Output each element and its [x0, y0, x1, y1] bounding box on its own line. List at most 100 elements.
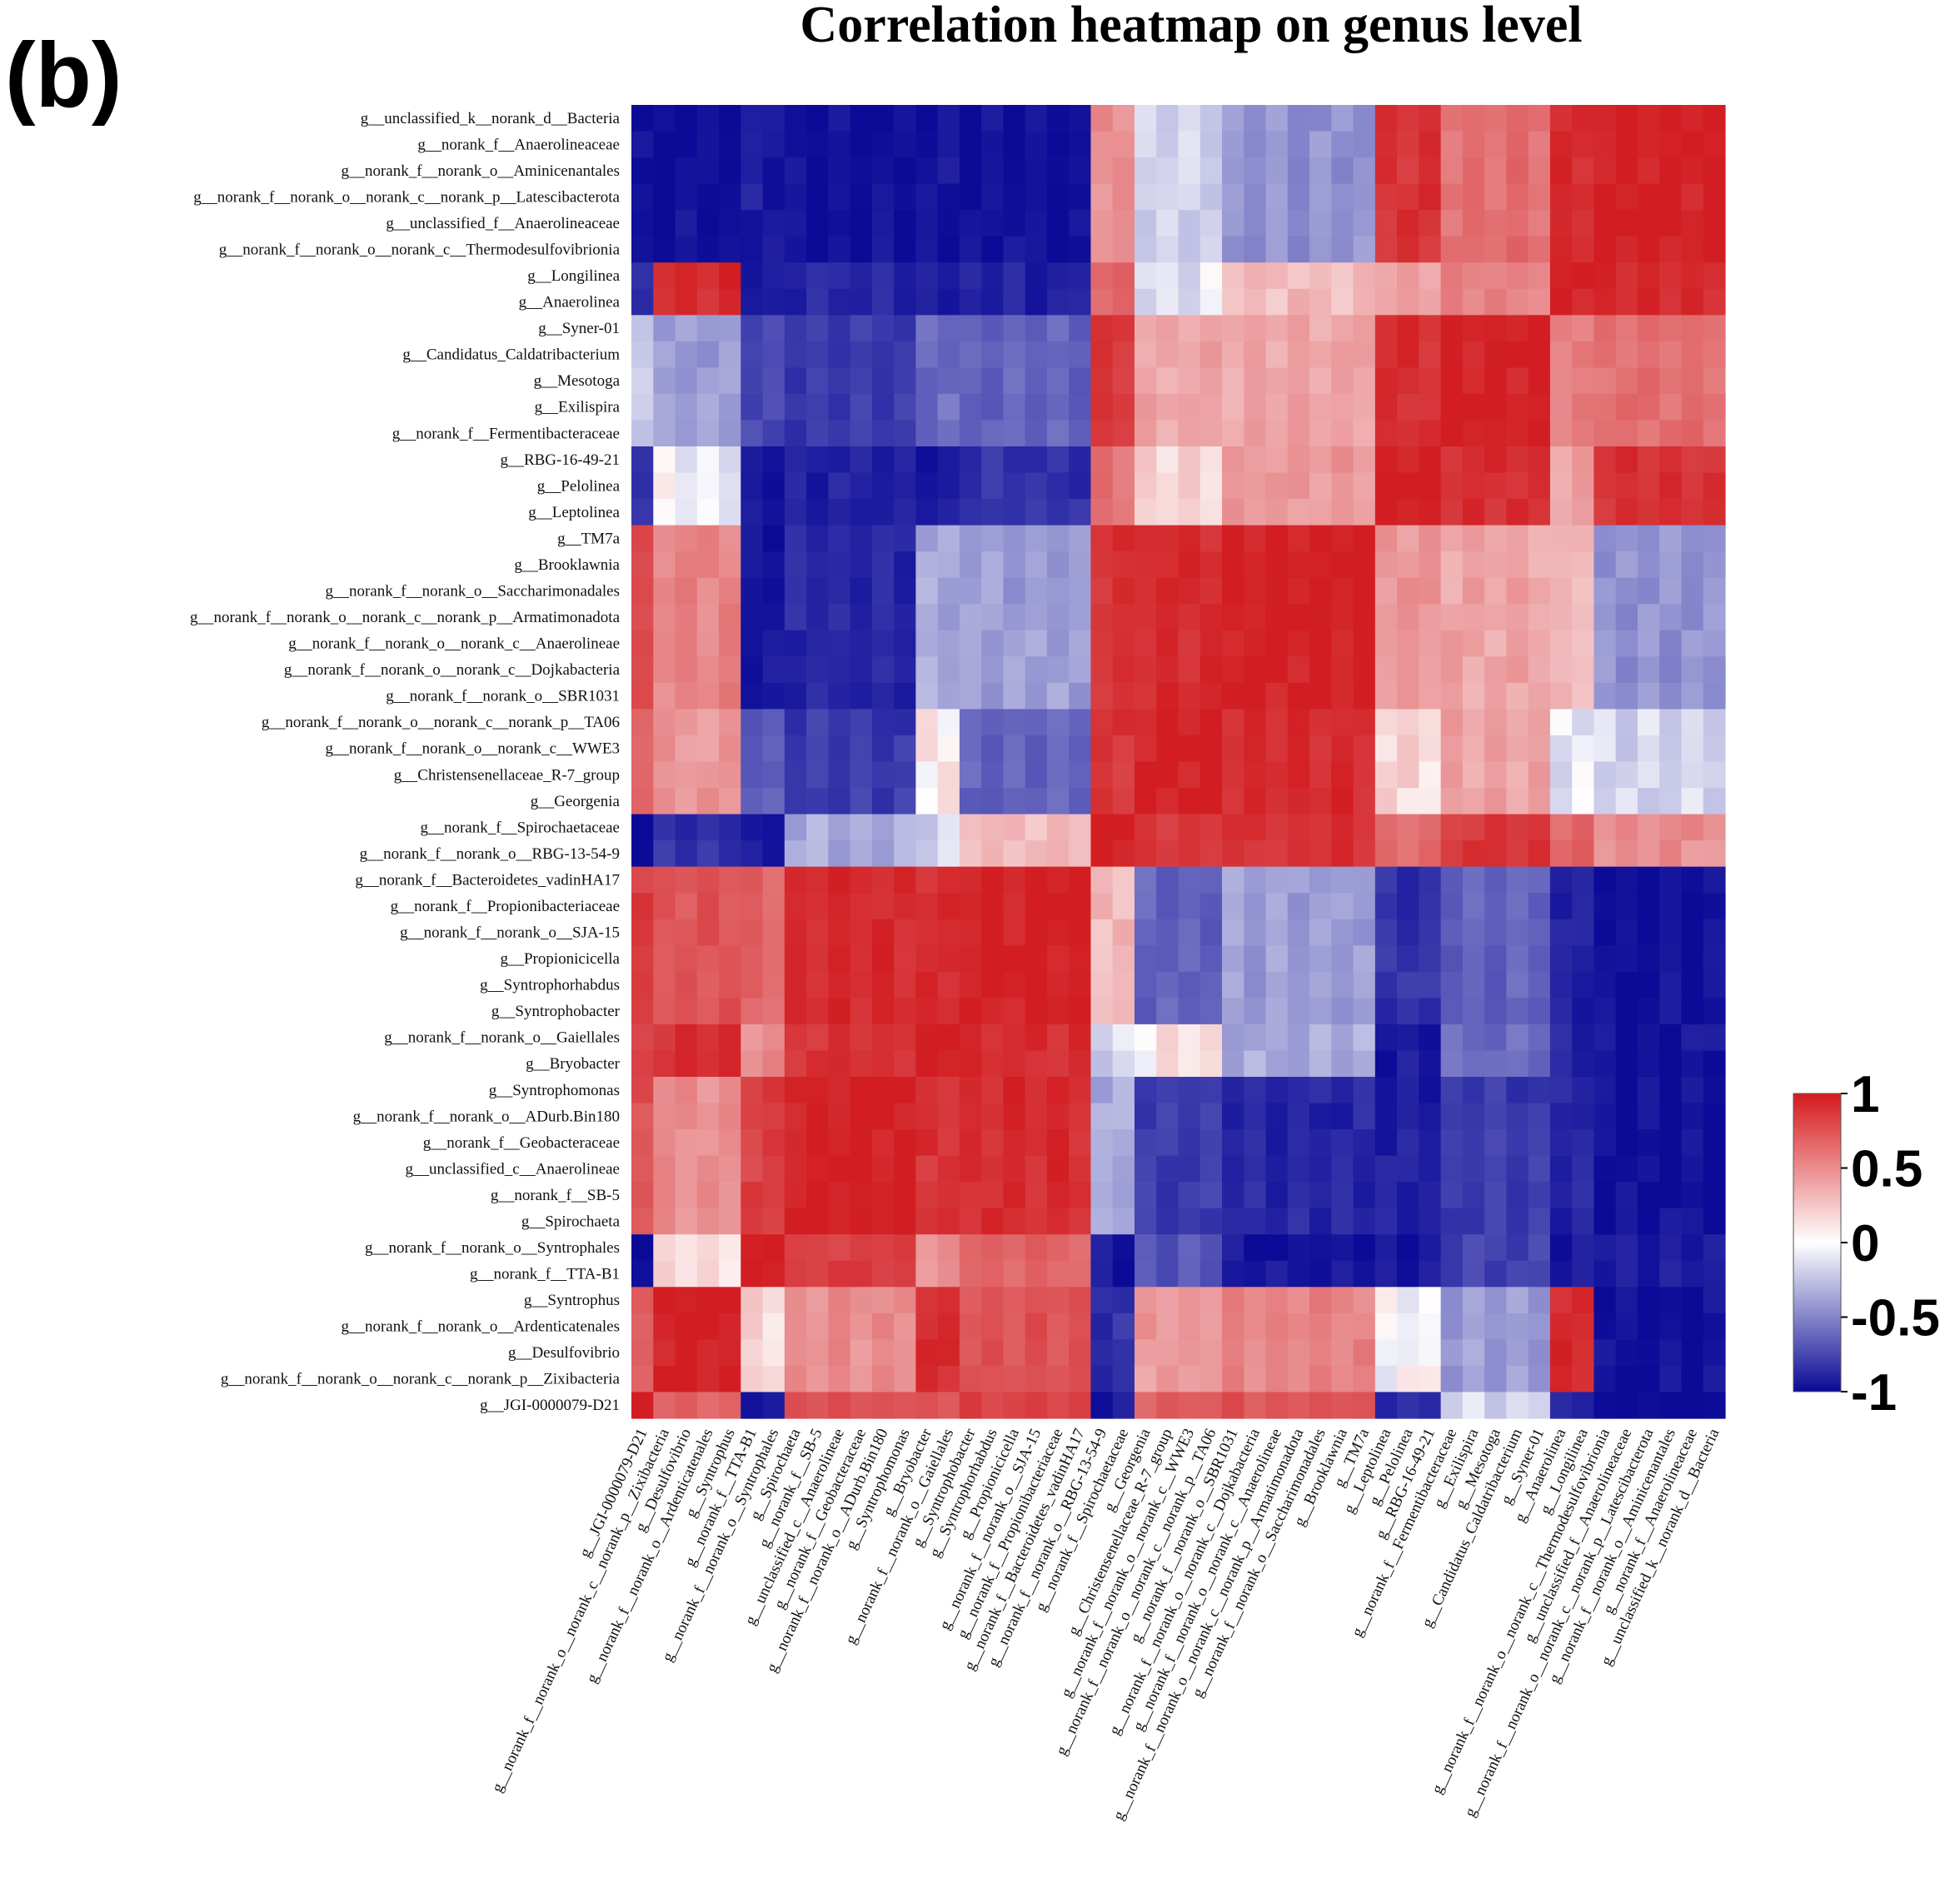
heatmap-cell	[1178, 1155, 1201, 1183]
heatmap-cell	[1112, 577, 1135, 605]
heatmap-cell	[1025, 1208, 1048, 1235]
heatmap-cell	[1462, 315, 1485, 342]
heatmap-cell	[1331, 1339, 1354, 1367]
heatmap-cell	[1593, 814, 1617, 841]
heatmap-cell	[1134, 919, 1157, 946]
heatmap-cell	[828, 788, 851, 815]
heatmap-cell	[675, 1234, 698, 1262]
heatmap-cell	[1528, 1076, 1551, 1104]
heatmap-cell	[1528, 551, 1551, 579]
heatmap-cell	[1593, 604, 1617, 631]
heatmap-cell	[1528, 420, 1551, 447]
heatmap-cell	[1112, 709, 1135, 736]
heatmap-cell	[894, 157, 916, 185]
heatmap-cell	[631, 499, 654, 526]
row-label: g__norank_f__norank_o__norank_c__Thermod…	[219, 242, 621, 259]
heatmap-cell	[1003, 630, 1026, 657]
heatmap-cell	[1528, 1103, 1551, 1130]
heatmap-cell	[762, 1365, 785, 1393]
heatmap-cell	[1659, 630, 1683, 657]
heatmap-cell	[1681, 919, 1704, 946]
heatmap-cell	[915, 236, 939, 263]
heatmap-cell	[1244, 893, 1267, 920]
heatmap-cell	[894, 761, 916, 789]
heatmap-cell	[1199, 367, 1223, 395]
heatmap-cell	[1199, 1155, 1223, 1183]
heatmap-cell	[1440, 210, 1464, 237]
heatmap-cell	[719, 1392, 741, 1419]
heatmap-cell	[653, 945, 676, 973]
heatmap-cell	[1134, 761, 1157, 789]
heatmap-cell	[1703, 1076, 1726, 1104]
heatmap-cell	[1199, 735, 1223, 763]
heatmap-cell	[1353, 971, 1376, 999]
heatmap-cell	[1397, 1129, 1419, 1157]
heatmap-cell	[1440, 945, 1464, 973]
heatmap-cell	[1419, 1076, 1442, 1104]
heatmap-cell	[653, 1392, 676, 1419]
row-label: g__norank_f__norank_o__norank_c__norank_…	[190, 609, 621, 626]
heatmap-cell	[915, 1234, 939, 1262]
heatmap-cell	[1440, 262, 1464, 290]
heatmap-cell	[937, 656, 960, 684]
heatmap-cell	[719, 866, 741, 894]
heatmap-cell	[1199, 761, 1223, 789]
heatmap-cell	[937, 393, 960, 421]
heatmap-cell	[828, 971, 851, 999]
heatmap-cell	[1549, 735, 1573, 763]
heatmap-cell	[1637, 315, 1660, 342]
heatmap-cell	[1134, 288, 1157, 316]
heatmap-cell	[696, 998, 720, 1025]
heatmap-cell	[1353, 1260, 1376, 1288]
heatmap-cell	[1134, 840, 1157, 868]
heatmap-cell	[850, 1155, 873, 1183]
heatmap-cell	[675, 1129, 698, 1157]
heatmap-cell	[1659, 1182, 1683, 1209]
heatmap-cell	[1659, 866, 1683, 894]
heatmap-cell	[1681, 1313, 1704, 1340]
heatmap-cell	[1156, 1129, 1179, 1157]
heatmap-cell	[1528, 393, 1551, 421]
heatmap-cell	[1419, 183, 1442, 211]
heatmap-cell	[1156, 236, 1179, 263]
heatmap-cell	[959, 604, 982, 631]
heatmap-cell	[915, 1076, 939, 1104]
heatmap-cell	[696, 814, 720, 841]
heatmap-cell	[1374, 971, 1398, 999]
heatmap-cell	[1549, 131, 1573, 158]
heatmap-cell	[1112, 341, 1135, 368]
heatmap-cell	[937, 183, 960, 211]
heatmap-cell	[1025, 525, 1048, 552]
heatmap-cell	[653, 367, 676, 395]
heatmap-cell	[894, 840, 916, 868]
heatmap-cell	[1484, 420, 1507, 447]
heatmap-cell	[1090, 183, 1114, 211]
colorbar: 10.50-0.5-1	[1793, 1066, 1940, 1422]
heatmap-cell	[1112, 1050, 1135, 1078]
heatmap-cell	[1025, 446, 1048, 474]
heatmap-cell	[1615, 1313, 1638, 1340]
heatmap-cell	[1484, 341, 1507, 368]
heatmap-cell	[1419, 1024, 1442, 1052]
heatmap-cell	[1265, 945, 1289, 973]
heatmap-cell	[1244, 735, 1267, 763]
heatmap-cell	[1222, 1287, 1244, 1314]
heatmap-cell	[915, 1103, 939, 1130]
heatmap-cell	[937, 945, 960, 973]
row-label: g__norank_f__norank_o__norank_c__Dojkaba…	[284, 661, 621, 679]
heatmap-cell	[1046, 1392, 1070, 1419]
heatmap-cell	[1440, 866, 1464, 894]
heatmap-cell	[1309, 998, 1332, 1025]
heatmap-cell	[937, 1287, 960, 1314]
heatmap-cell	[1046, 1365, 1070, 1393]
heatmap-cell	[1506, 656, 1529, 684]
heatmap-cell	[1287, 945, 1310, 973]
heatmap-cell	[1178, 236, 1201, 263]
heatmap-cell	[806, 893, 829, 920]
heatmap-cell	[1703, 525, 1726, 552]
heatmap-cell	[828, 157, 851, 185]
heatmap-cell	[1156, 604, 1179, 631]
heatmap-cell	[1528, 682, 1551, 710]
heatmap-cell	[981, 577, 1005, 605]
heatmap-cell	[696, 945, 720, 973]
